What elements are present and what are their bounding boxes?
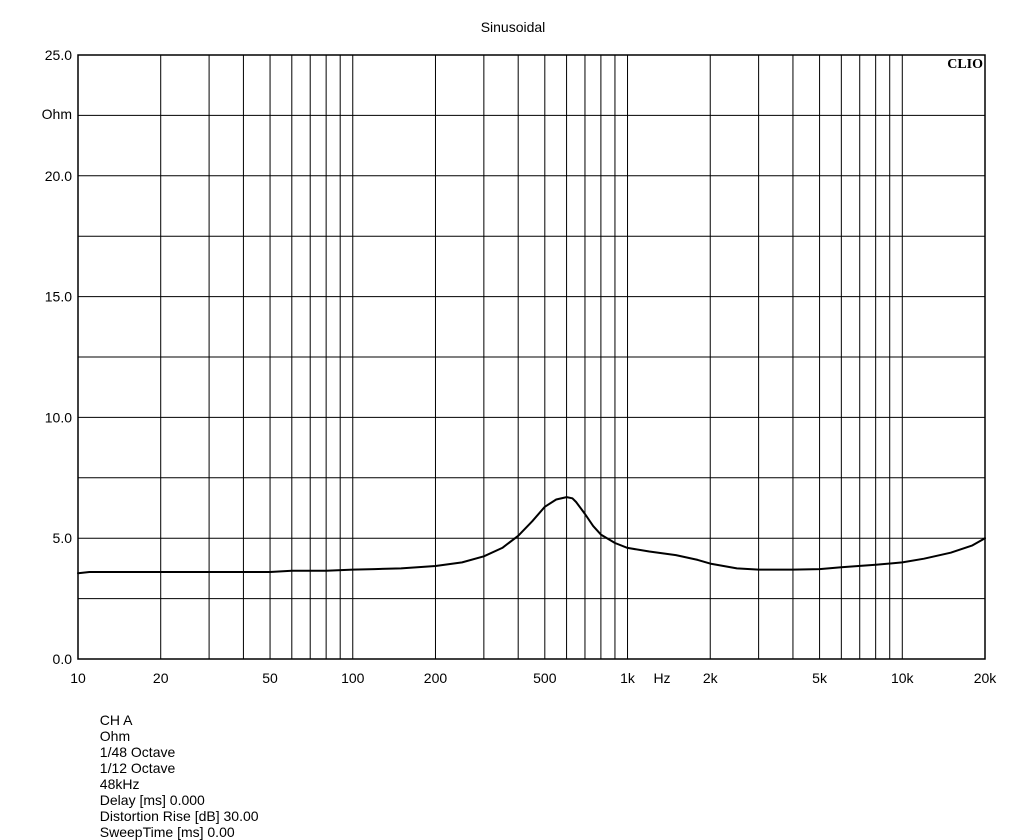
smoothing-label: 1/12 Octave	[99, 760, 176, 776]
plot-frame	[77, 54, 986, 660]
measurement-info-bar: CH A Ohm 1/48 Octave 1/12 Octave 48kHz D…	[92, 696, 272, 840]
distortion-rise-label: Distortion Rise [dB] 30.00	[99, 808, 259, 824]
x-tick-label: 20	[153, 670, 169, 686]
y-axis-unit-label: Ohm	[42, 106, 72, 122]
delay-label: Delay [ms] 0.000	[99, 792, 205, 808]
channel-label: CH A	[99, 712, 133, 728]
y-tick-label: 10.0	[45, 409, 72, 425]
clio-watermark: CLIO	[947, 57, 983, 72]
x-tick-label: 50	[262, 670, 278, 686]
x-tick-label: 200	[424, 670, 448, 686]
x-tick-label: 10	[70, 670, 86, 686]
y-tick-label: 20.0	[45, 168, 72, 184]
y-tick-label: 15.0	[45, 289, 72, 305]
x-tick-label: 1k	[620, 670, 636, 686]
x-axis-unit-label: Hz	[653, 670, 670, 686]
grid	[78, 55, 985, 659]
axes: 0.0 5.0 10.0 15.0 20.0 25.0 10 20 50 100 200 500 1k 2…	[45, 47, 998, 686]
sample-rate-label: 48kHz	[99, 776, 140, 792]
chart-title: Sinusoidal	[481, 19, 546, 35]
x-tick-label: 10k	[891, 670, 915, 686]
chart: 0.0 5.0 10.0 15.0 20.0 25.0 10 20 50 100 200 500 1k 2…	[42, 19, 998, 686]
impedance-curve	[77, 496, 986, 575]
series-layer	[77, 496, 986, 575]
unit-label: Ohm	[99, 728, 131, 744]
x-tick-label: 20k	[974, 670, 998, 686]
y-tick-label: 0.0	[53, 651, 73, 667]
x-tick-label: 5k	[812, 670, 828, 686]
x-tick-label: 100	[341, 670, 365, 686]
y-tick-label: 5.0	[53, 530, 73, 546]
resolution-label: 1/48 Octave	[99, 744, 176, 760]
sweep-time-label: SweepTime [ms] 0.00	[99, 824, 235, 840]
y-tick-label: 25.0	[45, 47, 72, 63]
x-tick-label: 2k	[703, 670, 719, 686]
x-tick-label: 500	[533, 670, 557, 686]
